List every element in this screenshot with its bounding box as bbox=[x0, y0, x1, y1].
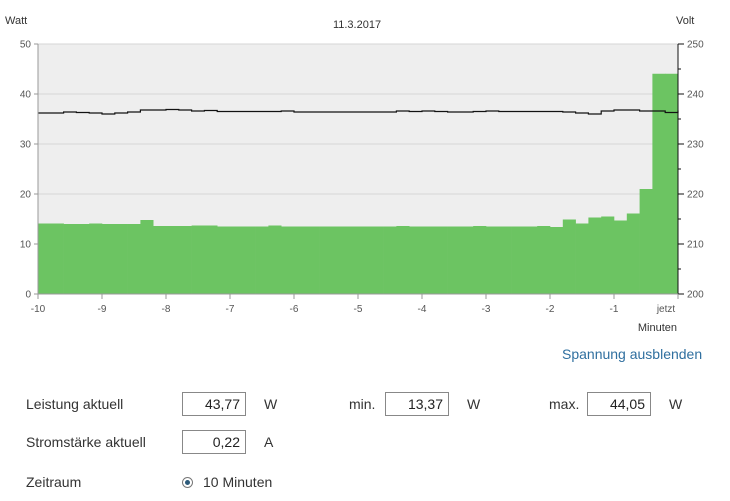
range-radio-10min[interactable] bbox=[182, 477, 193, 488]
watt-bar bbox=[332, 226, 346, 294]
x-tick-label: -7 bbox=[226, 304, 235, 315]
right-axis-label: Volt bbox=[676, 15, 694, 27]
min-unit: W bbox=[467, 396, 481, 412]
watt-bar bbox=[498, 226, 512, 294]
watt-bar bbox=[409, 226, 423, 294]
x-tick-label: -5 bbox=[354, 304, 363, 315]
watt-bar bbox=[319, 226, 333, 294]
watt-bar bbox=[166, 226, 180, 294]
x-tick-label: -4 bbox=[418, 304, 427, 315]
max-unit: W bbox=[669, 396, 683, 412]
power-value-field: 43,77 bbox=[182, 392, 246, 416]
watt-bar bbox=[153, 226, 167, 294]
min-label: min. bbox=[349, 396, 376, 412]
watt-bar bbox=[614, 220, 628, 294]
x-axis-label: Minuten bbox=[638, 322, 677, 334]
right-tick-label: 250 bbox=[687, 40, 704, 51]
watt-bar bbox=[396, 226, 410, 294]
watt-bar bbox=[204, 225, 218, 294]
x-tick-label: -2 bbox=[546, 304, 555, 315]
watt-bar bbox=[358, 226, 372, 294]
watt-bar bbox=[114, 224, 128, 294]
watt-bar bbox=[434, 226, 448, 294]
x-tick-label: jetzt bbox=[656, 304, 676, 315]
current-unit: A bbox=[264, 434, 274, 450]
current-value-field: 0,22 bbox=[182, 430, 246, 454]
watt-bar bbox=[230, 226, 244, 294]
watt-bar bbox=[178, 226, 192, 294]
watt-bar bbox=[294, 226, 308, 294]
axes: 0 10 20 30 40 50 200 210 220 230 240 250 -10 -9 -8 -7 -6… bbox=[20, 40, 704, 316]
x-tick-label: -9 bbox=[98, 304, 107, 315]
watt-bar bbox=[639, 189, 653, 294]
watt-bar bbox=[511, 226, 525, 294]
range-label: Zeitraum bbox=[26, 474, 82, 490]
watt-bar bbox=[255, 226, 269, 294]
right-tick-label: 240 bbox=[687, 90, 704, 101]
watt-bar bbox=[524, 226, 538, 294]
left-tick-label: 50 bbox=[20, 40, 32, 51]
watt-bar bbox=[537, 226, 551, 294]
watt-bar bbox=[460, 226, 474, 294]
power-unit: W bbox=[264, 396, 278, 412]
watt-bar bbox=[140, 220, 154, 294]
power-label: Leistung aktuell bbox=[26, 396, 124, 412]
right-tick-label: 210 bbox=[687, 240, 704, 251]
watt-bar bbox=[89, 223, 103, 294]
max-value-field: 44,05 bbox=[587, 392, 651, 416]
power-voltage-chart: 0 10 20 30 40 50 200 210 220 230 240 250 -10 -9 -8 -7 -6… bbox=[5, 15, 704, 334]
x-tick-label: -1 bbox=[610, 304, 619, 315]
watt-bar bbox=[562, 219, 576, 294]
watt-bar bbox=[588, 217, 602, 294]
hide-voltage-link[interactable]: Spannung ausblenden bbox=[562, 346, 703, 362]
left-tick-label: 20 bbox=[20, 190, 32, 201]
x-tick-label: -3 bbox=[482, 304, 491, 315]
watt-bar bbox=[447, 226, 461, 294]
right-tick-label: 200 bbox=[687, 290, 704, 301]
right-tick-label: 220 bbox=[687, 190, 704, 201]
watt-bar bbox=[50, 223, 64, 294]
watt-bar bbox=[575, 223, 589, 294]
x-tick-label: -10 bbox=[31, 304, 46, 315]
watt-bar bbox=[652, 73, 666, 294]
watt-bar bbox=[370, 226, 384, 294]
left-tick-label: 40 bbox=[20, 90, 32, 101]
watt-bar bbox=[550, 227, 564, 294]
left-axis-label: Watt bbox=[5, 15, 27, 27]
watt-bar bbox=[345, 226, 359, 294]
watt-bar bbox=[306, 226, 320, 294]
watt-bar bbox=[127, 224, 141, 294]
radio-selected-dot bbox=[185, 480, 190, 485]
watt-bar bbox=[102, 224, 116, 294]
right-tick-label: 230 bbox=[687, 140, 704, 151]
watt-bar bbox=[383, 226, 397, 294]
left-tick-label: 10 bbox=[20, 240, 32, 251]
watt-bar bbox=[38, 223, 52, 294]
current-label: Stromstärke aktuell bbox=[26, 434, 146, 450]
x-tick-label: -6 bbox=[290, 304, 299, 315]
watt-bar bbox=[217, 226, 231, 294]
left-tick-label: 0 bbox=[25, 290, 31, 301]
watt-bar bbox=[268, 225, 282, 294]
x-tick-label: -8 bbox=[162, 304, 171, 315]
left-tick-label: 30 bbox=[20, 140, 32, 151]
watt-bar bbox=[63, 224, 77, 294]
watt-bar bbox=[665, 73, 679, 294]
volt-line bbox=[38, 108, 679, 115]
watt-bar bbox=[486, 226, 500, 294]
watt-bar bbox=[76, 224, 90, 294]
max-label: max. bbox=[549, 396, 580, 412]
watt-bar bbox=[626, 213, 640, 294]
watt-bar bbox=[191, 225, 205, 294]
min-value-field: 13,37 bbox=[385, 392, 449, 416]
watt-bar bbox=[242, 226, 256, 294]
range-option-label[interactable]: 10 Minuten bbox=[203, 474, 273, 490]
watt-bar bbox=[601, 216, 615, 294]
watt-bar bbox=[281, 226, 295, 294]
watt-bar bbox=[473, 226, 487, 294]
watt-bar bbox=[422, 226, 436, 294]
chart-title: 11.3.2017 bbox=[333, 19, 381, 31]
watt-area bbox=[38, 73, 679, 294]
